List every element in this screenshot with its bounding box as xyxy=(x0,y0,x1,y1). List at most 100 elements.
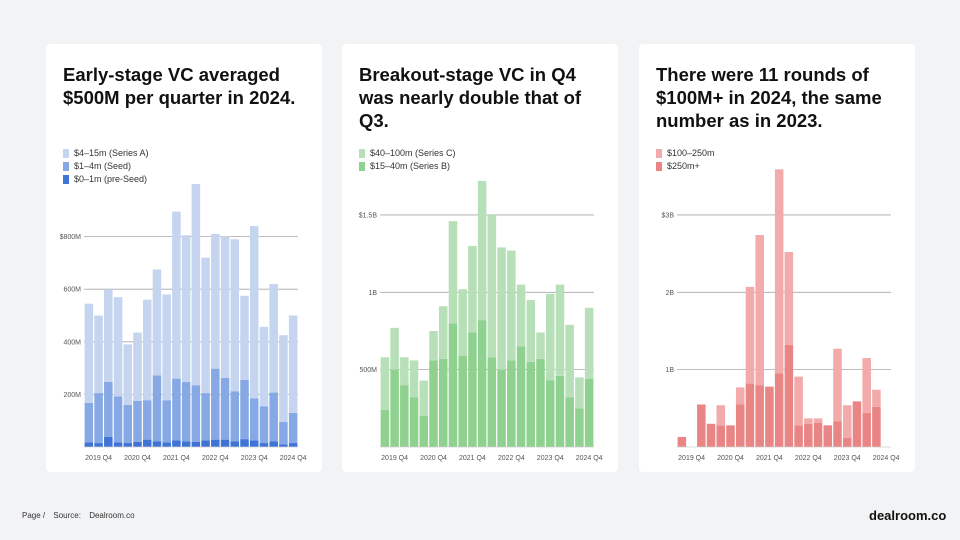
bar-segment xyxy=(211,233,220,369)
bar-segment xyxy=(716,425,726,447)
legend-label: $1–4m (Seed) xyxy=(74,161,132,171)
bar-segment xyxy=(269,441,278,447)
bar-segment xyxy=(575,377,584,409)
bar-segment xyxy=(211,368,220,440)
bar-segment xyxy=(288,315,298,413)
bar-segment xyxy=(419,416,429,447)
legend-label: $250m+ xyxy=(667,161,700,171)
x-tick-label: 2019 Q4 xyxy=(85,455,112,462)
bar-segment xyxy=(565,324,574,398)
bar-segment xyxy=(249,226,259,399)
legend-label: $0–1m (pre-Seed) xyxy=(74,174,148,184)
bar-segment xyxy=(842,437,852,447)
bar-segment xyxy=(716,405,726,426)
bar-segment xyxy=(813,423,823,447)
bar-segment xyxy=(429,360,438,447)
x-tick-label: 2024 Q4 xyxy=(873,455,900,462)
y-tick-label: 400M xyxy=(63,339,81,346)
source-label: Source: xyxy=(53,511,81,520)
bar-segment xyxy=(191,385,201,442)
bar-segment xyxy=(526,361,536,447)
chart-early-stage: 200M 400M 600M $800M 2019 Q4 2020 Q4 2021 Q4 20… xyxy=(60,184,307,462)
card-title: Breakout-stage VC in Q4 was nearly doubl… xyxy=(359,64,582,131)
bar-segment xyxy=(726,425,735,447)
bar-segment xyxy=(555,284,565,376)
bar-segment xyxy=(181,235,191,383)
bar-segment xyxy=(172,211,181,379)
bar-segment xyxy=(162,442,171,447)
bar-segment xyxy=(123,344,133,405)
bar-segment xyxy=(584,307,594,379)
bar-segment xyxy=(516,346,526,447)
page-number: Page / xyxy=(22,511,46,520)
bar-segment xyxy=(862,358,871,413)
bar-segment xyxy=(755,385,764,447)
legend-item: $4–15m (Series A) xyxy=(63,147,149,160)
brand-logo: dealroom.co xyxy=(869,508,947,523)
bar-segment xyxy=(240,439,249,447)
x-tick-label: 2019 Q4 xyxy=(678,455,705,462)
bar-segment xyxy=(833,421,842,447)
bar-segment xyxy=(380,409,390,447)
bar-segment xyxy=(774,169,784,374)
bar-segment xyxy=(104,437,113,447)
bar-segment xyxy=(409,397,419,447)
bar-segment xyxy=(259,326,269,407)
x-tick-label: 2020 Q4 xyxy=(717,455,744,462)
bar-segment xyxy=(133,400,142,442)
bar-segment xyxy=(745,286,755,384)
bar-segment xyxy=(123,404,133,444)
footer-source: Page / Source: Dealroom.co xyxy=(22,511,141,520)
x-tick-label: 2021 Q4 xyxy=(163,455,190,462)
bar-segment xyxy=(872,406,881,447)
bar-segment xyxy=(162,400,171,443)
bar-segment xyxy=(240,379,249,440)
bar-segment xyxy=(201,440,210,447)
bar-segment xyxy=(419,380,429,417)
bar-segment xyxy=(862,412,871,447)
chart-card-mega-rounds: 1B 2B $3B 2019 Q4 2020 Q4 2021 Q4 2022 Q4 2023 … xyxy=(639,44,915,472)
x-tick-label: 2022 Q4 xyxy=(202,455,229,462)
bar-segment xyxy=(833,348,842,422)
bar-segment xyxy=(181,382,191,442)
bar-segment xyxy=(794,425,803,447)
chart-card-breakout-stage: 500M 1B $1.5B 2019 Q4 2020 Q4 2021 Q4 2022 Q4 2… xyxy=(342,44,618,472)
legend-item: $40–100m (Series C) xyxy=(359,147,456,160)
legend-item: $15–40m (Series B) xyxy=(359,160,456,173)
bar-segment xyxy=(113,396,123,443)
y-tick-label: $800M xyxy=(60,234,82,241)
y-tick-label: 1B xyxy=(665,367,674,374)
bar-segment xyxy=(152,375,162,442)
x-tick-label: 2023 Q4 xyxy=(537,455,564,462)
chart-legend: $100–250m $250m+ xyxy=(656,147,715,173)
legend-swatch xyxy=(359,149,365,158)
bar-segment xyxy=(497,369,506,447)
bar-segment xyxy=(390,369,399,447)
x-tick-label: 2020 Q4 xyxy=(420,455,447,462)
bar-segment xyxy=(201,393,210,441)
bar-segment xyxy=(94,315,103,394)
bar-segment xyxy=(230,239,240,392)
bar-segment xyxy=(123,443,133,447)
card-title: Early-stage VC averaged $500M per quarte… xyxy=(63,64,296,108)
y-tick-label: $3B xyxy=(662,212,675,219)
bar-segment xyxy=(487,357,497,447)
bar-segment xyxy=(804,418,813,424)
legend-label: $40–100m (Series C) xyxy=(370,148,456,158)
bar-segment xyxy=(584,378,594,447)
legend-swatch xyxy=(63,175,69,184)
bar-segment xyxy=(220,377,230,440)
bar-segment xyxy=(468,245,477,333)
bar-segment xyxy=(113,442,123,447)
bar-segment xyxy=(191,184,201,386)
bar-segment xyxy=(201,257,210,394)
legend-label: $4–15m (Series A) xyxy=(74,148,149,158)
x-tick-label: 2024 Q4 xyxy=(576,455,603,462)
bar-segment xyxy=(390,327,399,370)
y-tick-label: 1B xyxy=(368,290,377,297)
legend-item: $1–4m (Seed) xyxy=(63,160,149,173)
bar-segment xyxy=(438,358,448,447)
bar-segment xyxy=(152,269,162,376)
x-tick-label: 2024 Q4 xyxy=(280,455,307,462)
bar-segment xyxy=(113,297,123,397)
